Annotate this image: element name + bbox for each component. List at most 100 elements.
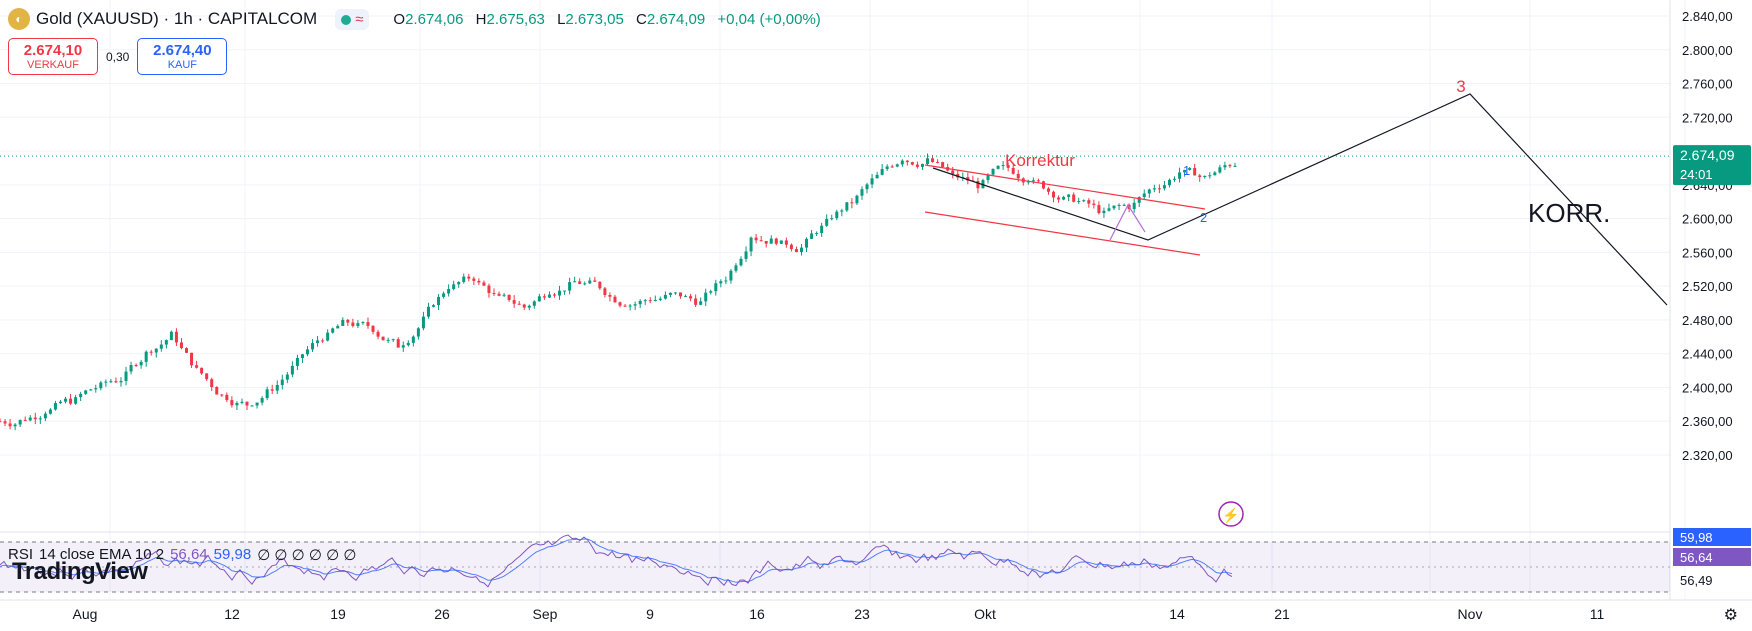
candle-body xyxy=(477,280,481,283)
candle-body xyxy=(220,394,224,396)
time-tick-label: 14 xyxy=(1169,606,1185,622)
rsi-ema-line xyxy=(0,538,1233,583)
candle-body xyxy=(1092,203,1096,206)
candle-body xyxy=(1102,210,1106,214)
candle-body xyxy=(326,332,330,341)
candle-body xyxy=(507,294,511,301)
candle-body xyxy=(275,384,279,391)
candle-body xyxy=(200,367,204,374)
candle-body xyxy=(1137,197,1141,203)
candle-body xyxy=(447,289,451,294)
candle-body xyxy=(618,302,622,306)
candle-body xyxy=(295,357,299,366)
candle-body xyxy=(1052,191,1056,198)
candle-body xyxy=(714,283,718,292)
candle-body xyxy=(139,361,143,366)
candle-body xyxy=(1142,193,1146,198)
candle-body xyxy=(926,158,930,164)
candle-body xyxy=(1173,178,1177,180)
candle-body xyxy=(820,225,824,234)
candle-body xyxy=(1031,180,1035,182)
candle-body xyxy=(805,238,809,248)
candle-body xyxy=(225,394,229,401)
candle-body xyxy=(653,299,657,301)
candle-body xyxy=(1077,201,1081,203)
candle-body xyxy=(810,233,814,239)
candle-body xyxy=(437,296,441,306)
candle-body xyxy=(154,348,158,353)
candle-body xyxy=(744,251,748,259)
candle-body xyxy=(633,304,637,306)
candle-body xyxy=(28,417,32,421)
settings-gear-icon[interactable]: ⚙ xyxy=(1723,607,1738,624)
candle-body xyxy=(563,290,567,292)
candle-body xyxy=(1006,165,1010,168)
candle-body xyxy=(64,398,68,402)
time-tick-label: 23 xyxy=(854,606,870,622)
tradingview-logo: TradingView xyxy=(12,558,148,585)
candle-body xyxy=(0,421,2,423)
candle-body xyxy=(1087,200,1091,204)
candle-body xyxy=(1067,194,1071,197)
time-tick-label: 11 xyxy=(1590,606,1605,622)
candle-body xyxy=(457,281,461,285)
candle-body xyxy=(547,294,551,298)
candle-body xyxy=(18,419,22,425)
candle-body xyxy=(754,237,758,241)
price-tick-label: 2.600,00 xyxy=(1682,212,1733,227)
candle-body xyxy=(996,165,1000,169)
candle-body xyxy=(174,331,178,343)
candle-body xyxy=(1157,188,1161,190)
current-price-label: 2.674,09 xyxy=(1680,147,1735,163)
price-tick-label: 2.360,00 xyxy=(1682,414,1733,429)
candle-body xyxy=(421,316,425,329)
candle-body xyxy=(694,298,698,305)
candle-body xyxy=(1016,173,1020,179)
candle-body xyxy=(779,240,783,244)
candle-body xyxy=(1213,172,1217,176)
time-tick-label: 19 xyxy=(330,606,346,622)
candle-body xyxy=(739,258,743,266)
candle-body xyxy=(835,211,839,219)
sell-button[interactable]: 2.674,10 VERKAUF xyxy=(8,38,98,75)
candle-body xyxy=(568,282,572,291)
symbol-title[interactable]: Gold (XAUUSD) · 1h · CAPITALCOM xyxy=(36,9,318,28)
candle-body xyxy=(608,294,612,297)
candle-body xyxy=(391,339,395,341)
candle-body xyxy=(432,305,436,307)
market-open-icon xyxy=(341,14,352,25)
time-tick-label: Nov xyxy=(1458,606,1483,622)
candle-body xyxy=(558,290,562,296)
candle-body xyxy=(376,331,380,337)
rsi-ema-tag xyxy=(1673,528,1751,546)
candle-body xyxy=(1097,205,1101,214)
candle-body xyxy=(159,344,163,349)
candle-body xyxy=(830,218,834,220)
buy-button[interactable]: 2.674,40 KAUF xyxy=(137,38,228,75)
candle-body xyxy=(673,292,677,294)
candle-body xyxy=(522,304,526,308)
candle-body xyxy=(74,397,78,404)
candle-body xyxy=(99,382,103,389)
rsi-value-tag-label: 56,64 xyxy=(1680,550,1713,565)
rsi-legend[interactable]: RSI 14 close EMA 10 2 56,64 59,98 ∅ ∅ ∅ … xyxy=(8,546,356,564)
korr-label: KORR. xyxy=(1528,198,1610,228)
candle-body xyxy=(250,405,254,407)
candle-body xyxy=(799,247,803,253)
candle-body xyxy=(185,348,189,353)
candle-body xyxy=(356,323,360,326)
candle-body xyxy=(245,401,249,406)
candle-body xyxy=(1062,196,1066,200)
candle-body xyxy=(638,300,642,305)
korrektur-label: Korrektur xyxy=(1005,151,1075,170)
candle-body xyxy=(1193,167,1197,176)
candle-body xyxy=(255,402,259,406)
candle-body xyxy=(1072,194,1076,202)
candle-body xyxy=(53,403,57,410)
candle-body xyxy=(285,374,289,380)
candle-body xyxy=(648,300,652,302)
candle-body xyxy=(492,293,496,295)
candle-body xyxy=(759,240,763,242)
market-status[interactable]: ≈ xyxy=(335,8,370,30)
